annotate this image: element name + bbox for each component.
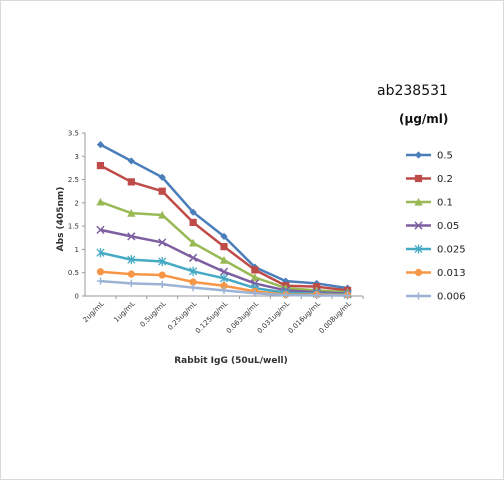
legend-layer: 0.5 0.2 0.1 0.05 0.025 0.013 0.006 <box>406 151 466 303</box>
data-point <box>158 173 166 181</box>
legend-item: 0.2 <box>406 174 453 185</box>
data-point <box>220 243 228 251</box>
data-point <box>127 270 135 278</box>
y-tick-label: 1.5 <box>68 223 79 231</box>
legend-marker <box>414 244 423 254</box>
data-point <box>189 266 198 276</box>
legend-marker <box>414 151 423 159</box>
data-point <box>127 209 136 217</box>
legend-marker <box>414 174 423 183</box>
data-point <box>158 280 166 288</box>
legend-label: 0.2 <box>437 174 453 185</box>
data-point <box>96 277 105 285</box>
y-tick-label: 3 <box>75 153 79 161</box>
series-layer <box>96 141 352 300</box>
y-tick-label: 2.5 <box>68 176 79 184</box>
legend-item: 0.025 <box>406 244 466 256</box>
data-point <box>158 271 166 279</box>
x-axis-title: Rabbit IgG (50uL/well) <box>174 356 288 366</box>
data-point <box>343 291 352 300</box>
data-point <box>158 210 167 219</box>
data-point <box>158 187 166 195</box>
data-point <box>189 208 197 216</box>
data-point <box>127 255 136 265</box>
x-tick-label: 0.5ug/mL <box>139 300 168 329</box>
legend-item: 0.013 <box>406 268 466 279</box>
data-point <box>158 256 167 267</box>
data-point <box>127 157 135 165</box>
legend-marker <box>414 268 423 277</box>
legend-label: 0.006 <box>437 292 466 303</box>
data-point <box>219 267 229 276</box>
data-point <box>189 278 197 286</box>
data-point <box>127 178 135 186</box>
data-point <box>250 273 259 281</box>
legend-title: (µg/ml) <box>399 112 448 126</box>
data-point <box>189 284 197 292</box>
data-point <box>189 218 197 227</box>
x-tick-label: 0.25ug/mL <box>166 300 198 332</box>
y-tick-label: 1 <box>75 246 79 254</box>
data-point <box>220 286 228 295</box>
y-tick-label: 2 <box>75 199 79 207</box>
data-point <box>127 279 135 288</box>
legend-label: 0.05 <box>437 221 459 232</box>
data-point <box>127 232 136 241</box>
legend-item: 0.1 <box>406 198 453 209</box>
data-point <box>96 225 105 234</box>
legend-marker <box>414 292 423 300</box>
y-tick-label: 0 <box>75 293 79 301</box>
data-point <box>282 291 290 299</box>
data-point <box>96 248 105 258</box>
data-point <box>220 282 228 290</box>
legend-label: 0.025 <box>437 245 466 256</box>
legend-marker <box>414 197 423 206</box>
series-line <box>99 143 348 290</box>
x-tick-label: 0.008ug/mL <box>318 300 353 335</box>
data-point <box>158 238 167 247</box>
legend-label: 0.013 <box>437 268 466 279</box>
x-tick-label: 1ug/mL <box>112 300 136 324</box>
legend-item: 0.5 <box>406 151 453 162</box>
data-point <box>188 253 198 262</box>
legend-item: 0.05 <box>406 221 459 232</box>
data-point <box>220 232 228 240</box>
data-point <box>251 289 259 297</box>
y-tick-label: 0.5 <box>68 269 79 277</box>
data-point <box>189 238 198 247</box>
data-point <box>96 141 105 149</box>
data-point <box>96 162 105 170</box>
data-point <box>219 256 229 264</box>
data-point <box>96 197 105 206</box>
data-point <box>313 291 321 300</box>
chart-title: ab238531 <box>377 83 448 99</box>
series-0.006 <box>96 277 352 300</box>
data-point <box>251 266 259 274</box>
x-tick-label: 2ug/mL <box>82 300 106 324</box>
legend-label: 0.1 <box>437 198 453 209</box>
legend-marker <box>414 221 423 230</box>
legend-label: 0.5 <box>437 151 453 162</box>
y-tick-label: 3.5 <box>68 130 79 138</box>
data-point <box>219 273 229 283</box>
data-point <box>96 268 105 276</box>
y-axis-title: Abs (405nm) <box>56 187 66 252</box>
legend-item: 0.006 <box>406 292 466 303</box>
